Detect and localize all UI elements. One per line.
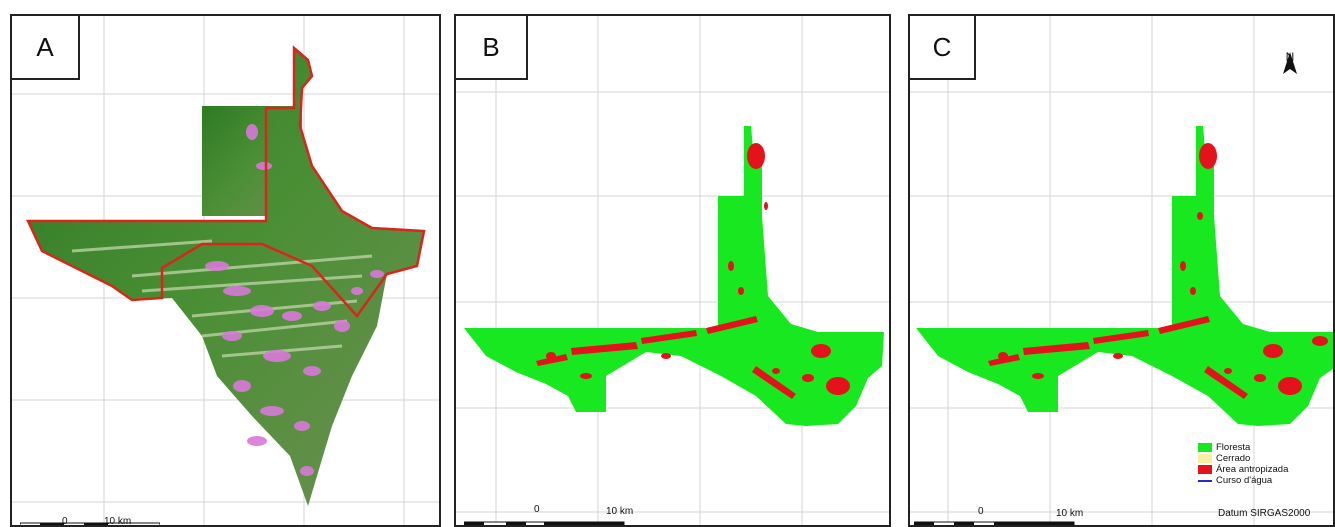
scale-zero-c: 0 [978, 506, 984, 517]
scale-zero-a: 0 [62, 516, 68, 527]
scale-bar-c [914, 521, 1075, 525]
legend-label-curso-dagua: Curso d'água [1216, 475, 1273, 486]
map-c-canvas [910, 16, 1333, 525]
anthropized-class-area [988, 143, 1328, 399]
legend-label-floresta: Floresta [1216, 442, 1251, 453]
map-panel-c: C N Floresta Cerrado Área antropizada Cu… [908, 14, 1335, 527]
map-legend: Floresta Cerrado Área antropizada Curso … [1198, 442, 1288, 486]
legend-swatch-floresta [1198, 443, 1212, 452]
graticule-b [456, 16, 889, 525]
legend-label-cerrado: Cerrado [1216, 453, 1251, 464]
scale-distance-a: 10 km [104, 516, 132, 527]
panel-label-a: A [12, 16, 80, 80]
north-arrow-icon [1283, 52, 1297, 74]
panel-label-b: B [456, 16, 528, 80]
deforestation-patches [205, 124, 384, 476]
cleared-area-strips [71, 239, 373, 358]
satellite-image-territory [28, 48, 424, 506]
territory-boundary [26, 45, 426, 318]
anthropized-class-area [536, 143, 850, 399]
panel-label-c: C [910, 16, 976, 80]
datum-label: Datum SIRGAS2000 [1218, 508, 1311, 519]
legend-swatch-area-antropizada [1198, 465, 1212, 474]
scale-distance-c: 10 km [1056, 508, 1084, 519]
map-b-canvas [456, 16, 889, 525]
north-arrow: N [1282, 50, 1298, 74]
map-panel-b: B 0 10 km [454, 14, 891, 527]
graticule-c [910, 16, 1333, 525]
legend-label-area-antropizada: Área antropizada [1216, 464, 1289, 475]
legend-line-curso-dagua [1198, 479, 1212, 482]
legend-item-area-antropizada: Área antropizada [1198, 464, 1288, 475]
legend-swatch-cerrado [1198, 454, 1212, 463]
scale-distance-b: 10 km [606, 506, 634, 517]
scale-zero-b: 0 [534, 504, 540, 515]
scale-bar-b [464, 521, 625, 525]
scale-bar-a [20, 522, 160, 525]
forest-class-area [464, 126, 884, 426]
legend-item-floresta: Floresta [1198, 442, 1288, 453]
forest-class-area [916, 126, 1333, 426]
map-panel-a: A 0 10 km [10, 14, 441, 527]
map-a-canvas [12, 16, 439, 525]
legend-item-cerrado: Cerrado [1198, 453, 1288, 464]
legend-item-curso-dagua: Curso d'água [1198, 475, 1288, 486]
